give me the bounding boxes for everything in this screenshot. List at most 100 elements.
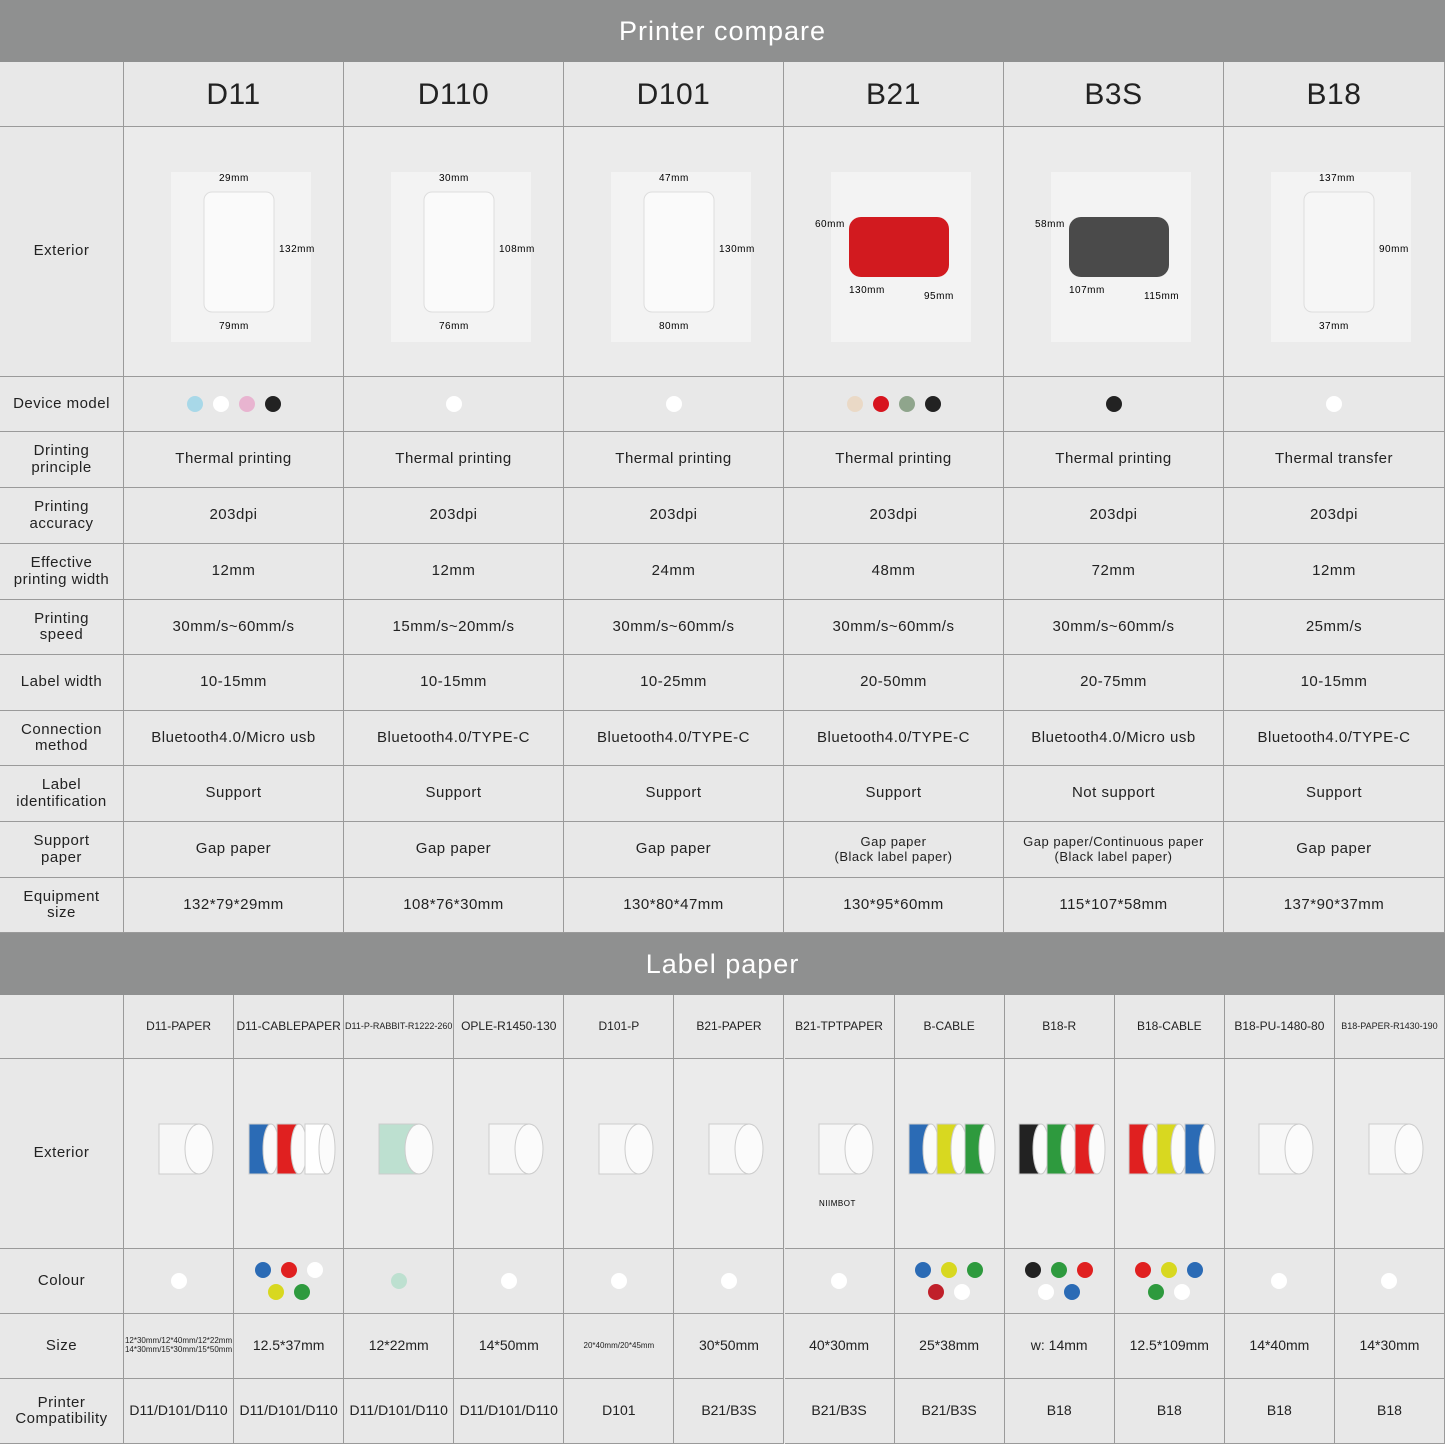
label-name: D11-P-RABBIT-R1222-260	[344, 995, 455, 1059]
color-dot	[306, 1262, 323, 1278]
label-name: B18-R	[1004, 995, 1115, 1059]
spec-value: 203dpi	[564, 488, 784, 544]
spec-value: Support	[564, 766, 784, 822]
photo: NIIMBOT	[818, 1123, 874, 1208]
color-dot	[941, 1262, 958, 1278]
photo: 58mm 107mm 115mm	[1035, 171, 1191, 342]
row-label: Effective printing width	[0, 544, 124, 600]
colour-dots	[674, 1249, 785, 1314]
color-dots	[908, 1259, 990, 1303]
row-label: Device model	[0, 377, 124, 432]
color-dots	[138, 1270, 220, 1292]
label-size: 12*30mm/12*40mm/12*22mm 14*30mm/15*30mm/…	[124, 1314, 235, 1379]
label-size: 12*22mm	[344, 1314, 455, 1379]
photo-shape	[734, 1123, 764, 1174]
row-label: Exterior	[0, 127, 124, 377]
photo-label: 107mm	[1069, 285, 1105, 296]
photo	[158, 1123, 214, 1174]
photo-shape	[404, 1123, 434, 1174]
photo: 60mm 130mm 95mm	[815, 171, 971, 342]
color-dot	[610, 1273, 627, 1289]
photo	[1368, 1123, 1424, 1174]
color-dot	[665, 396, 682, 412]
label-name: D11-PAPER	[124, 995, 235, 1059]
color-dot	[954, 1284, 971, 1300]
color-dot	[1051, 1262, 1068, 1278]
color-dot	[1025, 1262, 1042, 1278]
color-dot	[872, 396, 889, 412]
photo	[908, 1123, 996, 1174]
row-label: Exterior	[0, 1059, 124, 1249]
exterior-cell	[1004, 1059, 1115, 1249]
photo-label: 37mm	[1319, 321, 1349, 332]
label-name: B-CABLE	[894, 995, 1005, 1059]
color-dot	[1381, 1273, 1398, 1289]
spec-value: 203dpi	[124, 488, 344, 544]
spec-value: 30mm/s~60mm/s	[784, 600, 1004, 655]
color-dot	[1064, 1284, 1081, 1300]
color-dot	[720, 1273, 737, 1289]
label-name: D11-CABLEPAPER	[234, 995, 345, 1059]
color-dot	[1187, 1262, 1204, 1278]
compatibility: B18	[1334, 1379, 1445, 1444]
spec-value: 10-15mm	[344, 655, 564, 711]
compatibility: D11/D101/D110	[234, 1379, 345, 1444]
photo-shape	[844, 1123, 874, 1174]
label-size: 14*50mm	[454, 1314, 565, 1379]
spec-value: Not support	[1004, 766, 1224, 822]
label-size: 25*38mm	[894, 1314, 1005, 1379]
colour-dots	[1224, 1249, 1335, 1314]
photo-label: 58mm	[1035, 219, 1065, 230]
color-dots	[688, 1270, 770, 1292]
model-name: B21	[784, 62, 1004, 127]
colour-dots	[784, 1249, 895, 1314]
photo-label: 60mm	[815, 219, 845, 230]
spec-value: Bluetooth4.0/Micro usb	[124, 711, 344, 766]
label-size: w: 14mm	[1004, 1314, 1115, 1379]
label-name: B18-PAPER-R1430-190	[1334, 995, 1445, 1059]
exterior-cell	[344, 1059, 455, 1249]
color-dots	[1280, 393, 1388, 415]
label-size: 20*40mm/20*45mm	[564, 1314, 675, 1379]
photo-label: 76mm	[439, 321, 469, 332]
color-dots	[798, 1270, 880, 1292]
spec-value: 203dpi	[344, 488, 564, 544]
photo-label: 132mm	[279, 244, 315, 255]
section-title: Printer compare	[0, 0, 1445, 62]
exterior-cell	[674, 1059, 785, 1249]
spec-value: Support	[124, 766, 344, 822]
device-colors	[784, 377, 1004, 432]
spec-value: 48mm	[784, 544, 1004, 600]
spec-value: Bluetooth4.0/TYPE-C	[1224, 711, 1445, 766]
spec-value: Gap paper	[1224, 822, 1445, 878]
device-colors	[124, 377, 344, 432]
photo-label: NIIMBOT	[819, 1199, 856, 1208]
photo-shape	[1088, 1123, 1106, 1174]
color-dots	[1018, 1259, 1100, 1303]
label-size: 30*50mm	[674, 1314, 785, 1379]
spec-value: 10-25mm	[564, 655, 784, 711]
photo-shape	[514, 1123, 544, 1174]
label-name: B18-CABLE	[1114, 995, 1225, 1059]
spec-value: 24mm	[564, 544, 784, 600]
color-dot	[212, 396, 229, 412]
row-label: Printing speed	[0, 600, 124, 655]
spec-value: 30mm/s~60mm/s	[1004, 600, 1224, 655]
color-dot	[1105, 396, 1122, 412]
spec-value: 25mm/s	[1224, 600, 1445, 655]
color-dots	[1128, 1259, 1210, 1303]
photo	[248, 1123, 336, 1174]
color-dots	[248, 1259, 330, 1303]
spec-value: 10-15mm	[124, 655, 344, 711]
color-dot	[1161, 1262, 1178, 1278]
photo-label: 130mm	[719, 244, 755, 255]
exterior-cell	[124, 1059, 235, 1249]
exterior-cell	[234, 1059, 345, 1249]
color-dot	[898, 396, 915, 412]
photo-label: 130mm	[849, 285, 885, 296]
photo-shape	[643, 191, 714, 312]
exterior-cell: 58mm 107mm 115mm	[1004, 127, 1224, 377]
photo-label: 30mm	[439, 173, 469, 184]
compatibility: D11/D101/D110	[124, 1379, 235, 1444]
compatibility: B21/B3S	[894, 1379, 1005, 1444]
